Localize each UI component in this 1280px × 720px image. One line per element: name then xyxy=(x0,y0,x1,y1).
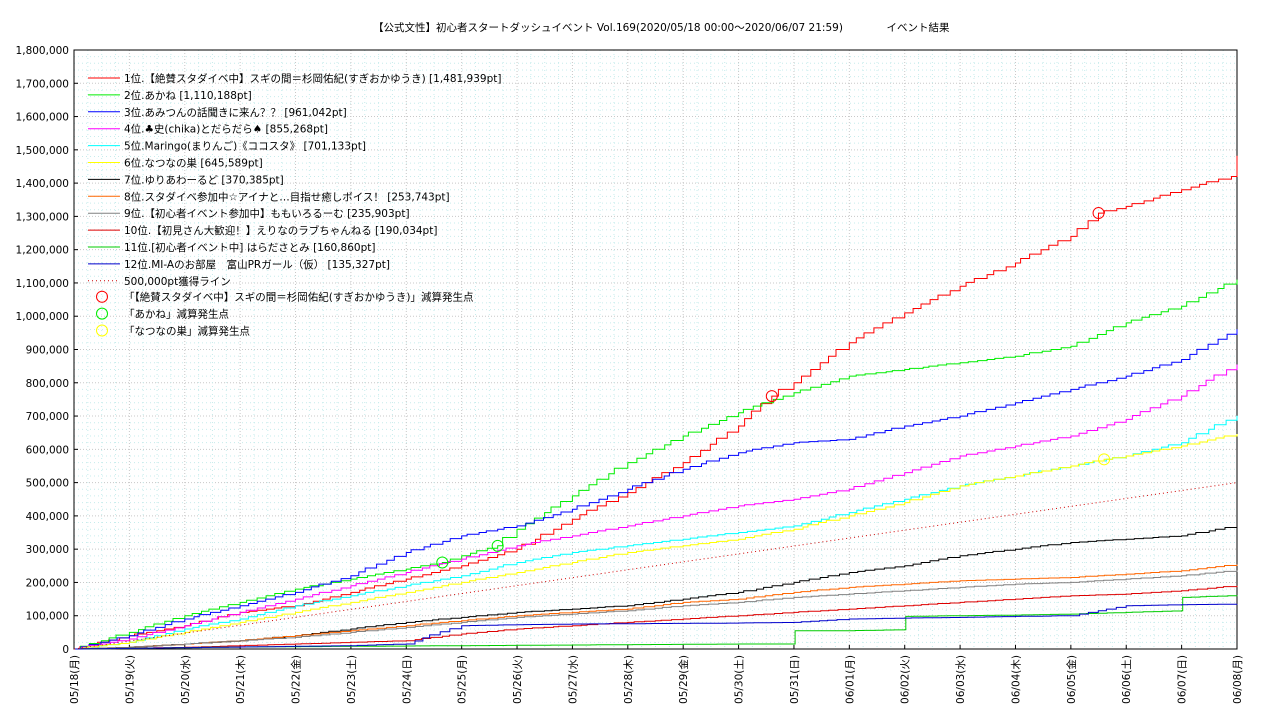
y-tick-label: 1,400,000 xyxy=(16,178,69,190)
y-tick-label: 1,200,000 xyxy=(16,245,69,257)
y-tick-label: 600,000 xyxy=(26,444,69,456)
x-tick-label: 06/05(金) xyxy=(1065,655,1078,704)
deduction-marker-2 xyxy=(491,539,504,552)
legend-label-6: 6位.なつなの巣 [645,589pt] xyxy=(124,157,263,170)
x-tick-label: 05/20(水) xyxy=(180,655,192,704)
x-tick-label: 05/23(土) xyxy=(345,655,358,704)
y-tick-label: 900,000 xyxy=(26,345,69,357)
x-tick-label: 05/27(水) xyxy=(567,655,579,704)
x-tick-label: 05/24(日) xyxy=(401,655,413,704)
x-tick-label: 05/30(土) xyxy=(733,655,746,704)
deduction-marker-1 xyxy=(1092,207,1105,220)
y-tick-label: 1,700,000 xyxy=(16,78,69,90)
legend-label-2: 2位.あかね [1,110,188pt] xyxy=(124,89,252,102)
legend-label-4: 4位.♣史(chika)とだらだら♠ [855,268pt] xyxy=(124,123,328,136)
legend: 1位.【絶賛スタダイベ中】スギの間＝杉岡佑紀(すぎおかゆうき) [1,481,9… xyxy=(88,72,501,338)
x-tick-label: 05/22(金) xyxy=(290,655,303,704)
x-tick-label: 05/29(金) xyxy=(677,655,690,704)
x-tick-label: 06/07(日) xyxy=(1177,655,1189,704)
x-tick-label: 05/31(日) xyxy=(789,655,801,704)
y-tick-label: 500,000 xyxy=(26,478,69,490)
x-tick-label: 06/06(土) xyxy=(1120,655,1133,704)
y-tick-label: 1,600,000 xyxy=(16,112,69,124)
deduction-marker-2 xyxy=(436,556,449,569)
legend-label-13: 500,000pt獲得ライン xyxy=(124,275,231,288)
legend-label-8: 8位.スタダイベ参加中☆アイナと…目指せ癒しボイス！ [253,743pt] xyxy=(124,190,450,203)
series-line-12 xyxy=(74,603,1238,650)
series-lines xyxy=(73,155,1238,650)
x-tick-label: 06/08(月) xyxy=(1232,655,1244,704)
y-tick-label: 700,000 xyxy=(26,411,69,423)
legend-marker-label-2: 「あかね」減算発生点 xyxy=(124,308,229,321)
series-line-2 xyxy=(74,279,1238,650)
y-axis: 0 100,000 200,000 300,000 400,000 500,000 600,… xyxy=(16,45,78,656)
series-line-5 xyxy=(74,415,1238,650)
chart-title: 【公式文性】初心者スタートダッシュイベント Vol.169(2020/05/18… xyxy=(373,21,843,34)
y-tick-label: 0 xyxy=(62,644,69,656)
x-tick-label: 05/26(火) xyxy=(512,655,524,704)
legend-label-5: 5位.Maringo(まりんご)《ココスタ》 [701,133pt] xyxy=(124,140,366,153)
series-line-6 xyxy=(74,434,1238,650)
y-tick-label: 200,000 xyxy=(26,577,69,589)
series-line-4 xyxy=(74,364,1238,650)
series-line-1 xyxy=(74,155,1238,650)
legend-marker-2 xyxy=(96,307,108,320)
legend-label-11: 11位.[初心者イベント中] はらださとみ [160,860pt] xyxy=(124,241,375,254)
x-tick-label: 06/04(木) xyxy=(1010,655,1022,704)
series-line-9 xyxy=(74,570,1238,650)
legend-marker-1 xyxy=(96,290,108,303)
legend-marker-3 xyxy=(96,324,108,337)
series-line-3 xyxy=(74,329,1238,650)
legend-label-7: 7位.ゆりあわーるど [370,385pt] xyxy=(124,173,284,186)
legend-label-12: 12位.MI-Aのお部屋 富山PRガール（仮） [135,327pt] xyxy=(124,258,390,271)
legend-label-1: 1位.【絶賛スタダイベ中】スギの間＝杉岡佑紀(すぎおかゆうき) [1,481,9… xyxy=(124,72,501,85)
legend-label-3: 3位.あみつんの話聞きに来ん？？ [961,042pt] xyxy=(124,106,347,119)
series-line-500k xyxy=(73,482,1238,650)
x-tick-label: 05/25(月) xyxy=(457,655,469,704)
x-tick-label: 05/19(火) xyxy=(124,655,136,704)
legend-label-10: 10位.【初見さん大歓迎！】えりなのラブちゃんねる [190,034pt] xyxy=(124,224,437,237)
y-tick-label: 1,500,000 xyxy=(16,145,69,157)
y-tick-label: 300,000 xyxy=(26,544,69,556)
deduction-markers xyxy=(436,207,1111,569)
x-tick-label: 06/01(月) xyxy=(844,655,856,704)
x-tick-label: 06/03(水) xyxy=(955,655,967,704)
y-tick-label: 1,100,000 xyxy=(16,278,69,290)
legend-label-9: 9位.【初心者イベント参加中】ももいろるーむ [235,903pt] xyxy=(124,207,410,220)
deduction-marker-3 xyxy=(1098,453,1111,466)
series-line-10 xyxy=(74,585,1238,650)
x-tick-label: 05/28(木) xyxy=(623,655,635,704)
x-tick-label: 06/02(火) xyxy=(900,655,912,704)
deduction-marker-1 xyxy=(765,390,778,403)
y-tick-label: 1,000,000 xyxy=(16,311,69,323)
y-tick-label: 1,300,000 xyxy=(16,211,69,223)
legend-marker-label-1: 「【絶賛スタダイベ中】スギの間＝杉岡佑紀(すぎおかゆうき)」減算発生点 xyxy=(124,291,473,304)
y-tick-label: 100,000 xyxy=(26,611,69,623)
y-tick-label: 400,000 xyxy=(26,511,69,523)
series-line-8 xyxy=(74,564,1238,650)
x-axis: 05/18(月) 05/19(火) 05/20(水) 05/21(木) 05/22(金)… xyxy=(69,645,1244,704)
y-tick-label: 800,000 xyxy=(26,378,69,390)
x-tick-label: 05/21(木) xyxy=(235,655,247,704)
y-tick-label: 1,800,000 xyxy=(16,45,69,57)
legend-marker-label-3: 「なつなの巣」減算発生点 xyxy=(124,325,250,338)
x-tick-label: 05/18(月) xyxy=(69,655,81,704)
chart-subtitle: イベント結果 xyxy=(887,21,950,34)
